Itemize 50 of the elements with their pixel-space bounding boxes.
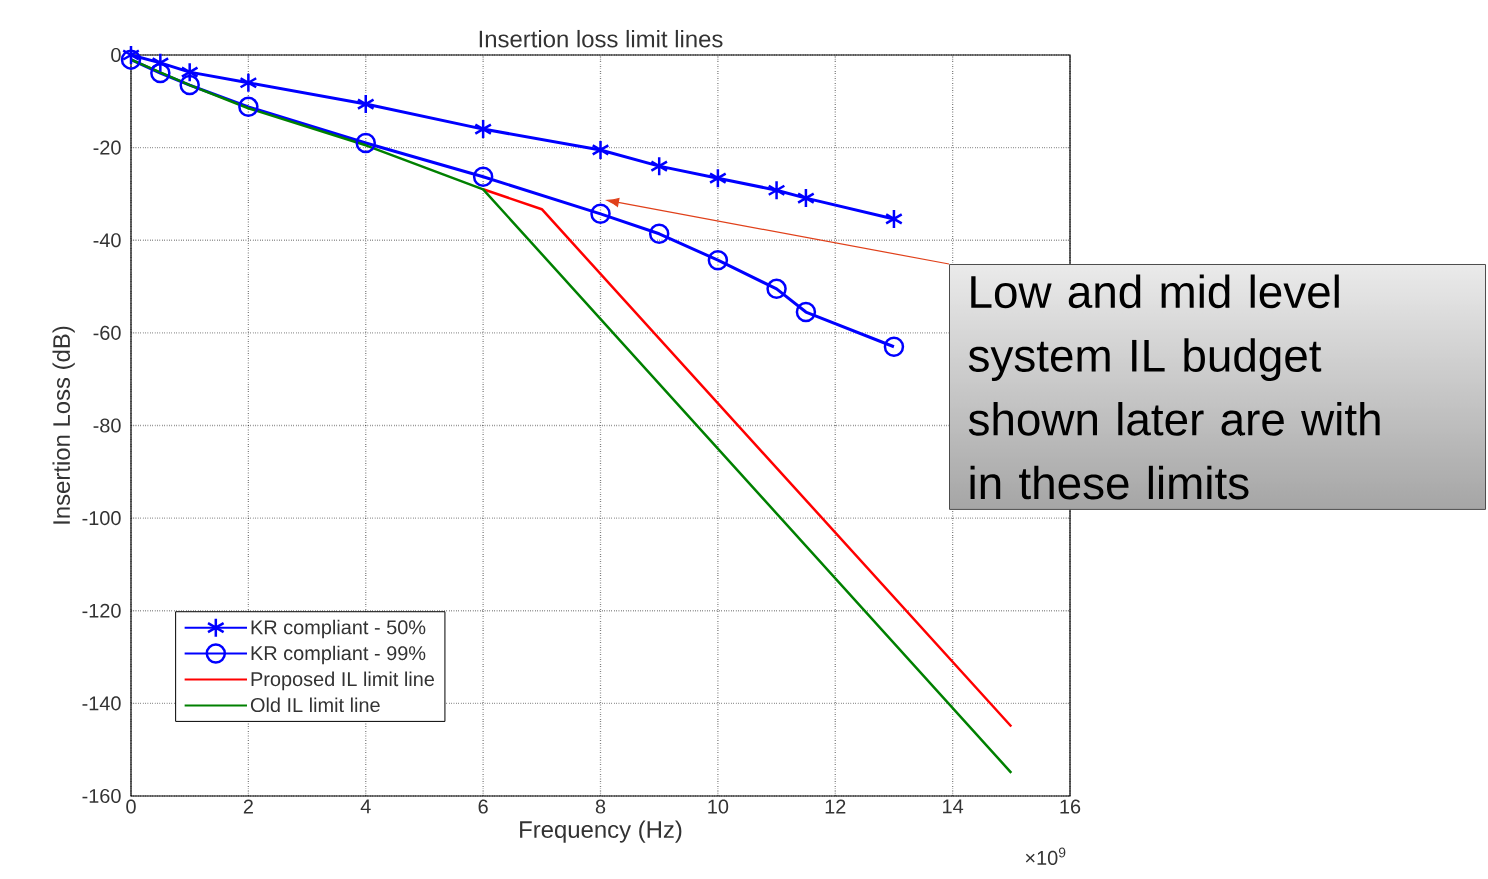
point [238,96,259,118]
legend-label: Old IL limit line [250,697,380,713]
point [707,249,729,271]
x-tick-label: 4 [360,799,371,814]
point [708,167,727,189]
y-tick-label: -140 [82,696,121,711]
legend-label: KR compliant - 50% [251,619,426,639]
point [884,208,903,230]
point [766,278,787,300]
point [796,187,815,209]
legend-label: Proposed IL limit line [251,671,434,691]
point [795,301,817,323]
y-tick-label: -120 [82,603,121,618]
point [150,62,171,84]
y-axis-title: Insertion Loss (dB) [52,326,75,524]
point [591,139,610,161]
x-tick-label: 14 [943,799,964,814]
x-axis-title: Frequency (Hz) [520,820,682,843]
x-tick-label: 16 [1060,799,1081,814]
point [180,61,199,83]
point [179,74,200,96]
x-tick-label: 0 [126,799,136,814]
point [474,118,493,140]
point [120,49,142,70]
point [239,72,258,94]
x-tick-label: 10 [708,799,729,814]
y-tick-label: -40 [93,233,121,248]
y-tick-label: -20 [93,140,121,155]
point [472,166,494,188]
point [356,93,375,115]
point [650,155,669,177]
point [648,223,670,245]
point [883,336,905,358]
annotation: Low and mid level system IL budget shown later are with in these limits [968,274,1380,500]
y-tick-label: -160 [82,788,121,804]
text: ×10$^{9}$ [1025,847,1066,865]
y-tick-label: 0 [111,47,121,63]
x-tick-label: 8 [595,799,606,814]
y-tick-label: -60 [93,325,121,340]
point [590,203,611,225]
chart-title: Insertion loss limit lines [479,29,723,48]
x-tick-label: 6 [478,799,488,814]
y-tick-label: -100 [82,511,121,526]
point [767,179,786,201]
y-tick-label: -80 [93,418,121,433]
point [151,52,170,74]
x-tick-label: 2 [243,799,253,814]
x-tick-label: 12 [825,799,846,814]
point [355,132,376,154]
legend-label: KR compliant - 99% [251,645,426,665]
